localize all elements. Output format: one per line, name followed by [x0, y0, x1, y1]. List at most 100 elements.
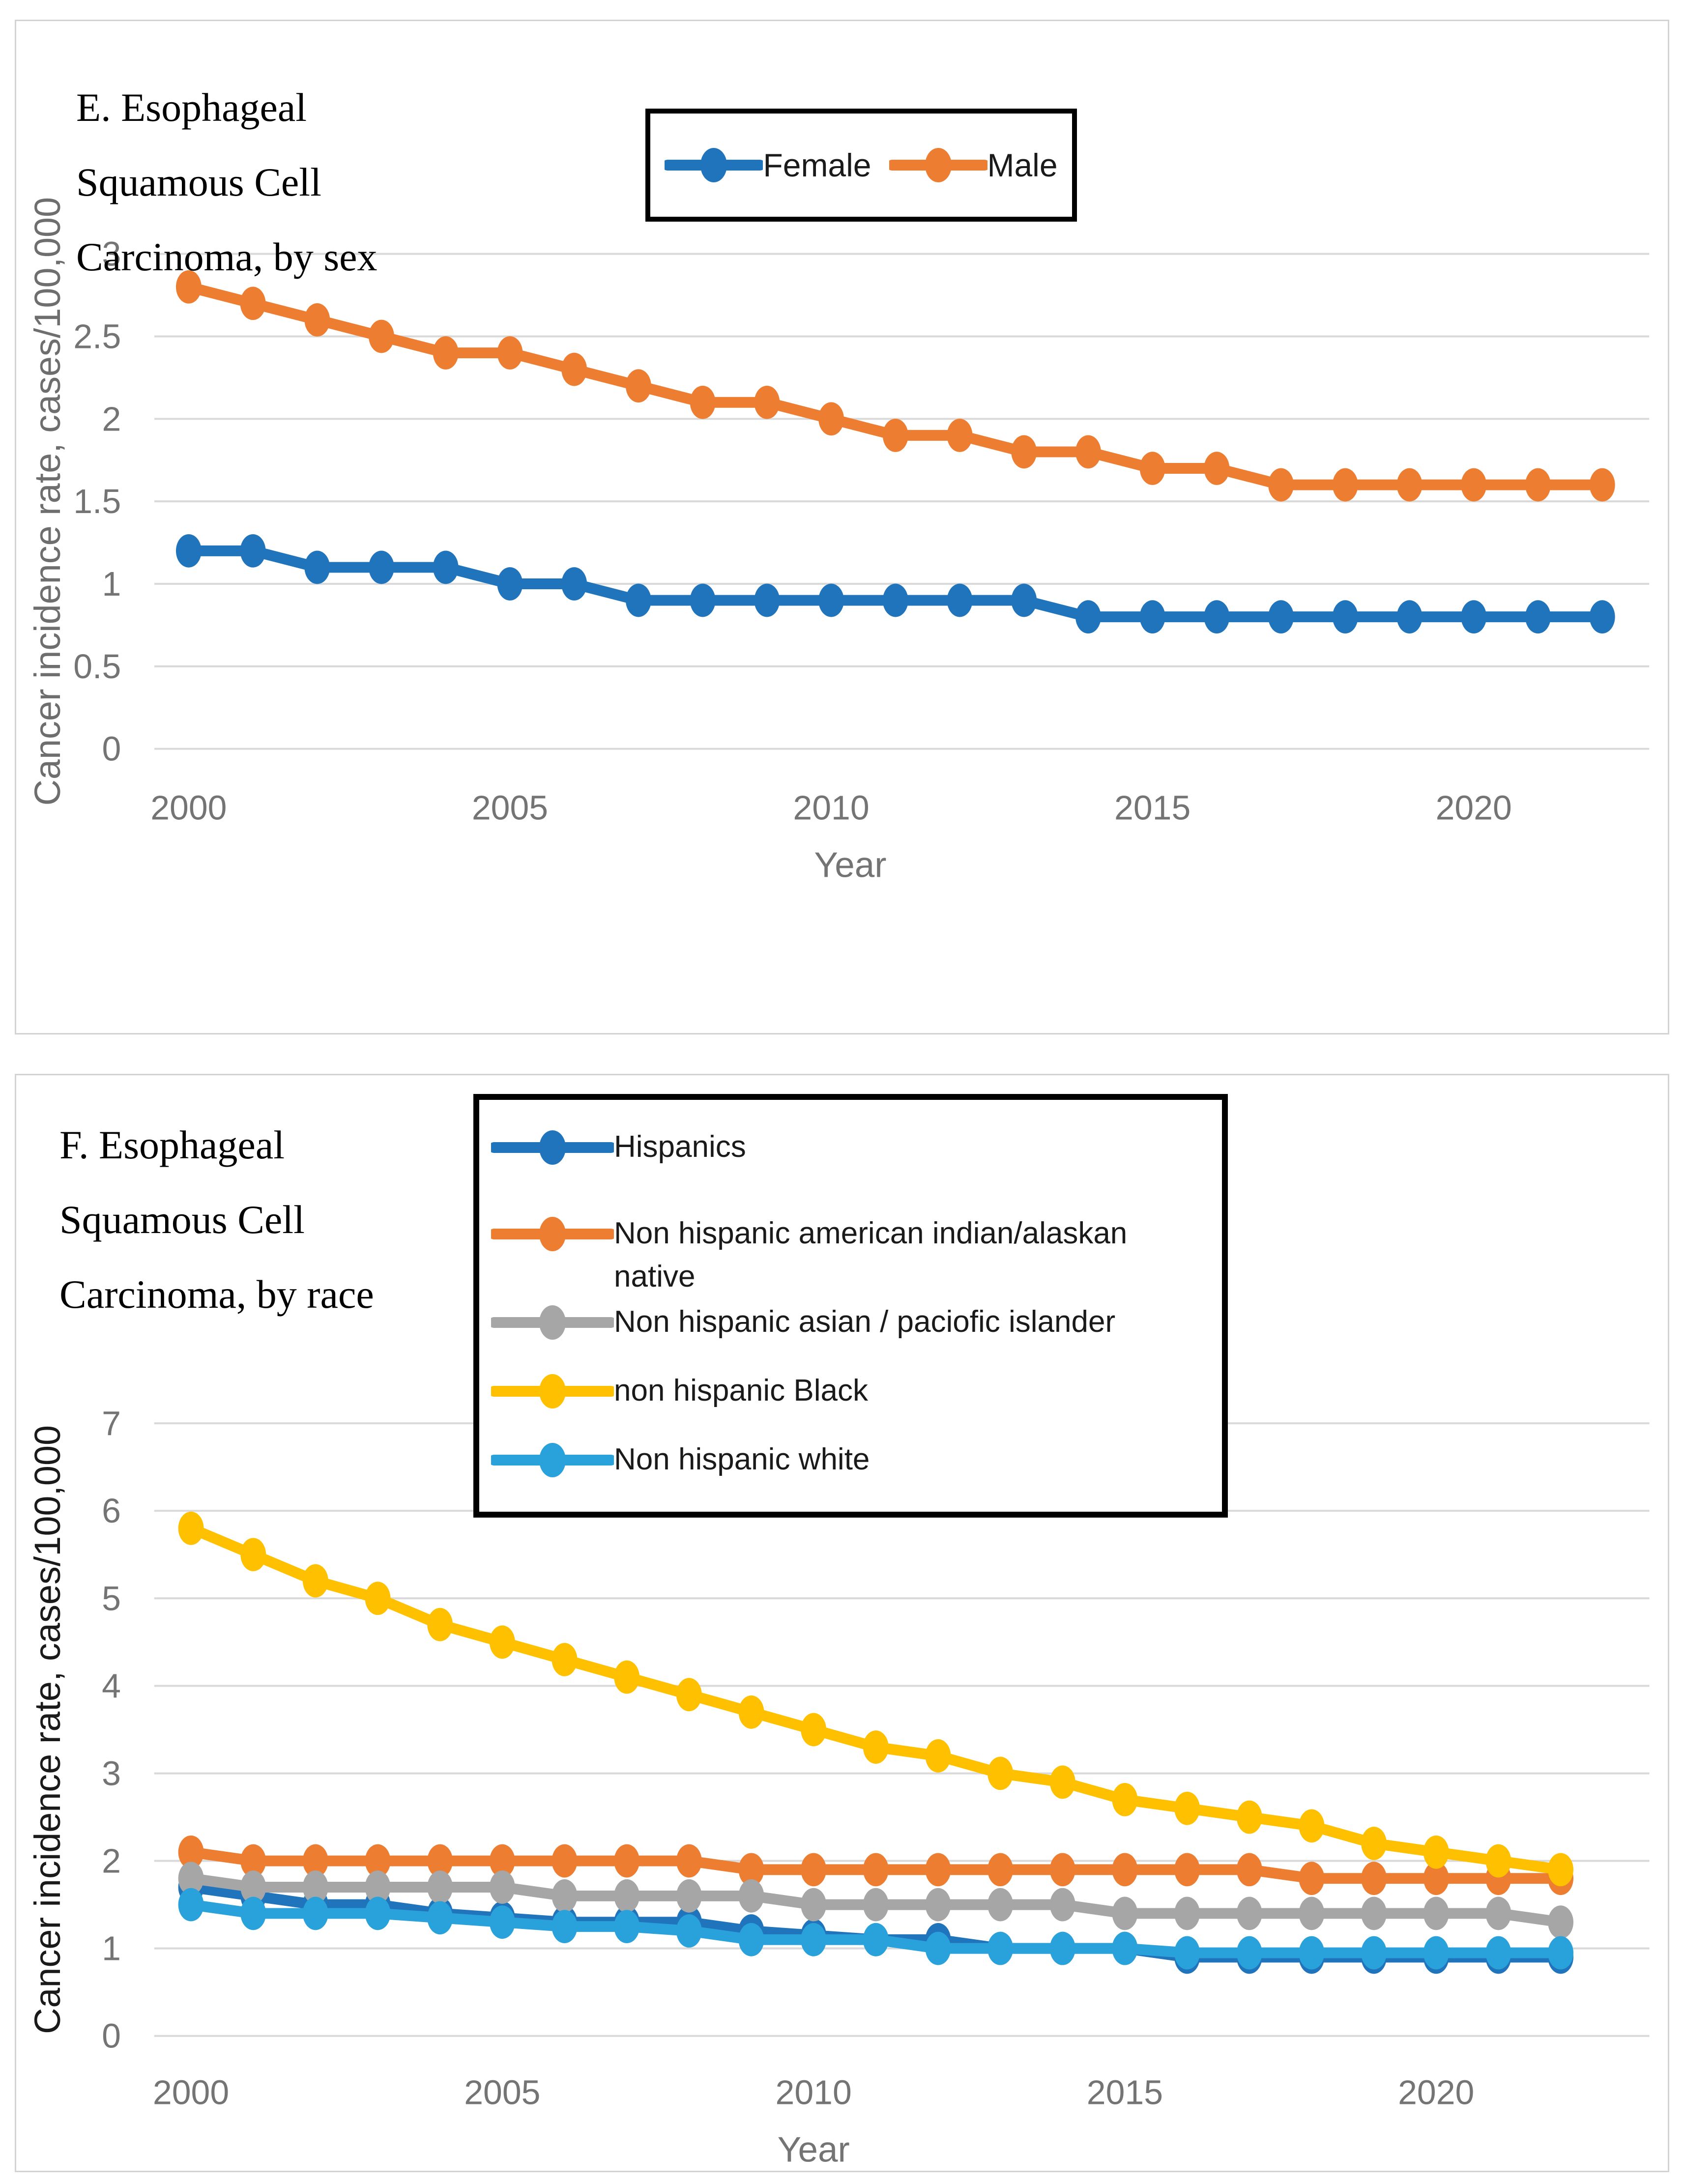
series-marker-non-hispanic-white: [1236, 1936, 1262, 1970]
series-marker-non-hispanic-black: [178, 1511, 204, 1545]
series-marker-non-hispanic-white: [738, 1923, 764, 1956]
series-female: [175, 534, 1615, 634]
x-tick-label: 2015: [1087, 2073, 1163, 2111]
series-marker-male: [1396, 468, 1423, 502]
y-axis-title: Cancer incidence rate, cases/100,000: [27, 197, 68, 805]
y-tick-label: 2: [102, 1842, 121, 1880]
series-marker-non-hispanic-black: [1548, 1853, 1573, 1887]
series-marker-non-hispanic-black: [1049, 1765, 1075, 1799]
series-marker-female: [1461, 600, 1487, 634]
x-tick-label: 2020: [1436, 788, 1512, 827]
series-marker-non-hispanic-black: [801, 1713, 827, 1747]
series-marker-non-hispanic-white: [1423, 1936, 1449, 1970]
chart-title-by-sex: E. Esophageal Squamous Cell Carcinoma, b…: [76, 85, 377, 279]
panel-escc-by-sex: E. Esophageal Squamous Cell Carcinoma, b…: [15, 20, 1669, 1035]
series-marker-non-hispanic-black: [1174, 1791, 1200, 1825]
series-marker-non-hispanic-american-indian-alaskan-native: [302, 1844, 328, 1878]
series-marker-non-hispanic-american-indian-alaskan-native: [801, 1853, 827, 1887]
series-marker-non-hispanic-white: [1049, 1931, 1075, 1965]
x-axis-title: Year: [814, 845, 886, 885]
series-marker-non-hispanic-white: [1485, 1936, 1511, 1970]
series-marker-non-hispanic-asian-paciofic-islander: [1485, 1897, 1511, 1930]
series-marker-non-hispanic-american-indian-alaskan-native: [552, 1844, 578, 1878]
series-marker-non-hispanic-white: [552, 1910, 578, 1944]
series-marker-non-hispanic-white: [178, 1888, 204, 1922]
series-marker-female: [1589, 600, 1615, 634]
series-marker-non-hispanic-american-indian-alaskan-native: [1112, 1853, 1138, 1887]
x-tick-label: 2005: [472, 788, 548, 827]
series-marker-non-hispanic-american-indian-alaskan-native: [863, 1853, 889, 1887]
series-marker-non-hispanic-asian-paciofic-islander: [987, 1888, 1014, 1922]
series-marker-non-hispanic-black: [1361, 1827, 1387, 1860]
series-marker-non-hispanic-asian-paciofic-islander: [1049, 1888, 1075, 1922]
series-marker-male: [1075, 435, 1101, 469]
legend-item-label: Non hispanic white: [614, 1442, 870, 1476]
series-marker-non-hispanic-white: [925, 1931, 951, 1965]
legend-line-marker-icon: [491, 1130, 614, 1165]
y-tick-label: 1: [102, 1929, 121, 1968]
series-marker-non-hispanic-american-indian-alaskan-native: [1236, 1853, 1262, 1887]
legend-line-marker-icon: [665, 148, 763, 182]
x-tick-label: 2000: [150, 788, 227, 827]
series-marker-non-hispanic-asian-paciofic-islander: [1112, 1897, 1138, 1930]
series-marker-non-hispanic-asian-paciofic-islander: [489, 1870, 515, 1904]
series-marker-non-hispanic-white: [1112, 1931, 1138, 1965]
line-chart-by-sex: 0 0.5 1 1.5 2 2.5 3 2000 2005 2010 2015 2020 Cancer …: [27, 197, 1650, 885]
y-tick-label: 2.5: [73, 317, 121, 355]
series-marker-female: [240, 534, 266, 568]
series-marker-non-hispanic-black: [302, 1564, 328, 1598]
y-tick-label: 0: [102, 2017, 121, 2055]
series-marker-non-hispanic-black: [489, 1625, 515, 1659]
series-marker-female: [1011, 583, 1037, 617]
series-line-male: [183, 281, 1608, 490]
series-marker-non-hispanic-asian-paciofic-islander: [1548, 1905, 1573, 1939]
series-marker-non-hispanic-white: [801, 1923, 827, 1956]
series-line-non-hispanic-black: [185, 1523, 1567, 1875]
series-marker-non-hispanic-asian-paciofic-islander: [1174, 1897, 1200, 1930]
series-marker-male: [561, 352, 587, 386]
series-marker-male: [240, 287, 266, 320]
series-marker-non-hispanic-black: [863, 1730, 889, 1764]
series-marker-non-hispanic-black: [1299, 1809, 1325, 1843]
series-marker-non-hispanic-white: [489, 1905, 515, 1939]
series-marker-female: [882, 583, 908, 617]
series-marker-non-hispanic-white: [676, 1914, 702, 1948]
legend-line-marker-icon: [491, 1305, 614, 1340]
series-marker-male: [1204, 452, 1230, 485]
series-marker-non-hispanic-american-indian-alaskan-native: [925, 1853, 951, 1887]
legend-by-sex: Female Male: [645, 109, 1077, 222]
legend-item-label: Hispanics: [614, 1130, 746, 1164]
series-marker-non-hispanic-white: [1361, 1936, 1387, 1970]
series-marker-non-hispanic-asian-paciofic-islander: [427, 1870, 453, 1904]
series-marker-non-hispanic-asian-paciofic-islander: [738, 1879, 764, 1913]
series-marker-female: [690, 583, 716, 617]
series-marker-female: [1268, 600, 1294, 634]
legend-item-label: Non hispanic asian / paciofic islander: [614, 1305, 1116, 1339]
y-tick-label: 0.5: [73, 647, 121, 686]
series-marker-non-hispanic-white: [614, 1910, 640, 1944]
y-tick-label: 4: [102, 1667, 121, 1705]
series-marker-female: [1525, 600, 1551, 634]
legend-line-marker-icon: [889, 148, 987, 182]
series-marker-male: [818, 402, 844, 436]
y-axis-title: Cancer incidence rate, cases/100,000: [27, 1425, 68, 2034]
series-marker-non-hispanic-american-indian-alaskan-native: [365, 1844, 391, 1878]
series-marker-male: [1139, 452, 1165, 485]
series-marker-non-hispanic-white: [1174, 1936, 1200, 1970]
series-marker-female: [561, 567, 587, 601]
series-marker-non-hispanic-white: [987, 1931, 1014, 1965]
series-marker-non-hispanic-asian-paciofic-islander: [863, 1888, 889, 1922]
x-tick-label: 2015: [1114, 788, 1190, 827]
x-axis-title: Year: [778, 2130, 850, 2170]
series-marker-non-hispanic-asian-paciofic-islander: [365, 1870, 391, 1904]
line-chart-by-race: 0 1 2 3 4 5 6 7 2000 2005 2010 2015 2020 Cancer incid…: [27, 1404, 1650, 2170]
series-marker-non-hispanic-american-indian-alaskan-native: [178, 1835, 204, 1869]
series-marker-non-hispanic-asian-paciofic-islander: [1299, 1897, 1325, 1930]
series-marker-male: [690, 385, 716, 419]
series-marker-non-hispanic-white: [1299, 1936, 1325, 1970]
series-marker-non-hispanic-asian-paciofic-islander: [1236, 1897, 1262, 1930]
series-marker-non-hispanic-asian-paciofic-islander: [552, 1879, 578, 1913]
legend-item-non-hispanic-asian-paciofic-islander: Non hispanic asian / paciofic islander: [491, 1300, 1115, 1345]
y-tick-label: 2: [102, 400, 121, 438]
